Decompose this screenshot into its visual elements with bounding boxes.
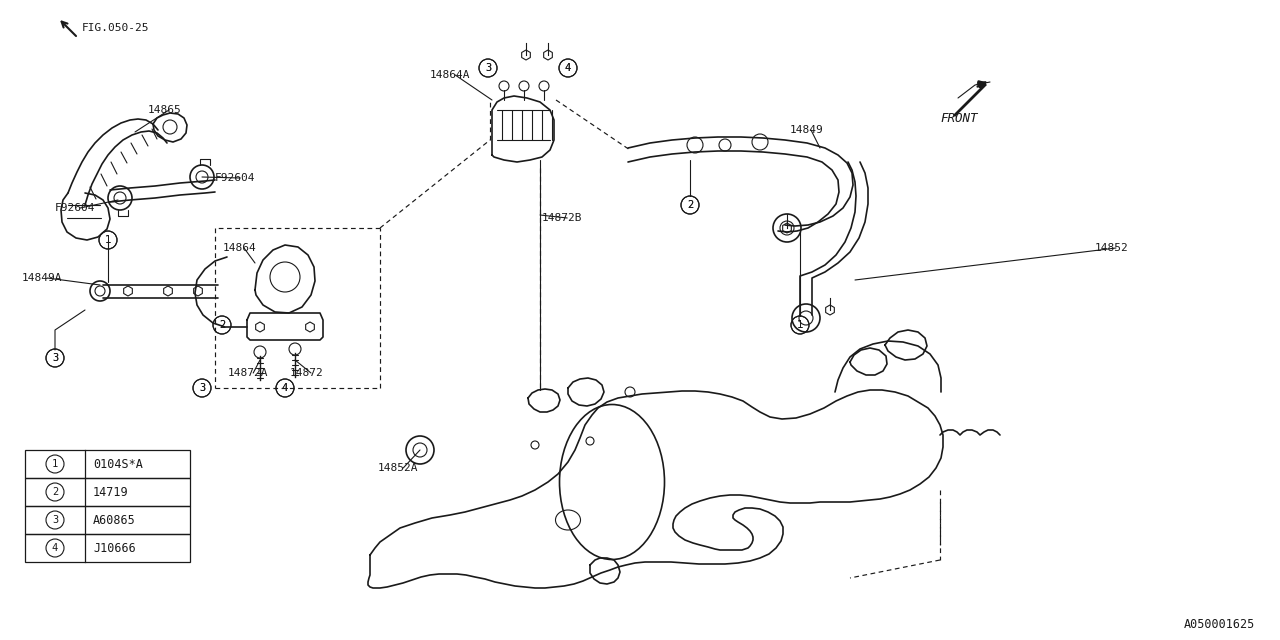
Text: 4: 4 (282, 383, 288, 393)
Text: 3: 3 (485, 63, 492, 73)
Text: 3: 3 (198, 383, 205, 393)
Text: 1: 1 (797, 320, 803, 330)
Text: F92604: F92604 (55, 203, 96, 213)
Text: 4: 4 (564, 63, 571, 73)
Text: 4: 4 (52, 543, 58, 553)
Text: 14864A: 14864A (430, 70, 471, 80)
Text: 1: 1 (797, 320, 803, 330)
Text: A60865: A60865 (93, 513, 136, 527)
Text: FIG.050-25: FIG.050-25 (82, 23, 150, 33)
Bar (26, 534, 189, 562)
Text: J10666: J10666 (93, 541, 136, 554)
Text: 3: 3 (52, 353, 58, 363)
Text: 14864: 14864 (223, 243, 257, 253)
Text: 14865: 14865 (148, 105, 182, 115)
Bar (26, 450, 189, 478)
Text: 3: 3 (52, 353, 58, 363)
Text: 2: 2 (219, 320, 225, 330)
Bar (26, 478, 189, 506)
Text: F92604: F92604 (215, 173, 256, 183)
Text: 0104S*A: 0104S*A (93, 458, 143, 470)
Text: 14849A: 14849A (22, 273, 63, 283)
Text: 14852A: 14852A (378, 463, 419, 473)
Text: 1: 1 (105, 235, 111, 245)
Text: 1: 1 (105, 235, 111, 245)
Text: 3: 3 (52, 515, 58, 525)
Text: 14872: 14872 (291, 368, 324, 378)
Text: 2: 2 (219, 320, 225, 330)
Text: 3: 3 (485, 63, 492, 73)
Text: 3: 3 (198, 383, 205, 393)
Bar (26, 506, 189, 534)
Text: 2: 2 (687, 200, 694, 210)
Text: 14849: 14849 (790, 125, 824, 135)
Text: 14719: 14719 (93, 486, 128, 499)
Text: A050001625: A050001625 (1184, 618, 1254, 632)
Text: 2: 2 (52, 487, 58, 497)
Text: FRONT: FRONT (940, 111, 978, 125)
Text: 14872B: 14872B (541, 213, 582, 223)
Text: 14852: 14852 (1094, 243, 1129, 253)
Text: 14872A: 14872A (228, 368, 269, 378)
Text: 2: 2 (687, 200, 694, 210)
Text: 4: 4 (282, 383, 288, 393)
Text: 1: 1 (52, 459, 58, 469)
Text: 4: 4 (564, 63, 571, 73)
